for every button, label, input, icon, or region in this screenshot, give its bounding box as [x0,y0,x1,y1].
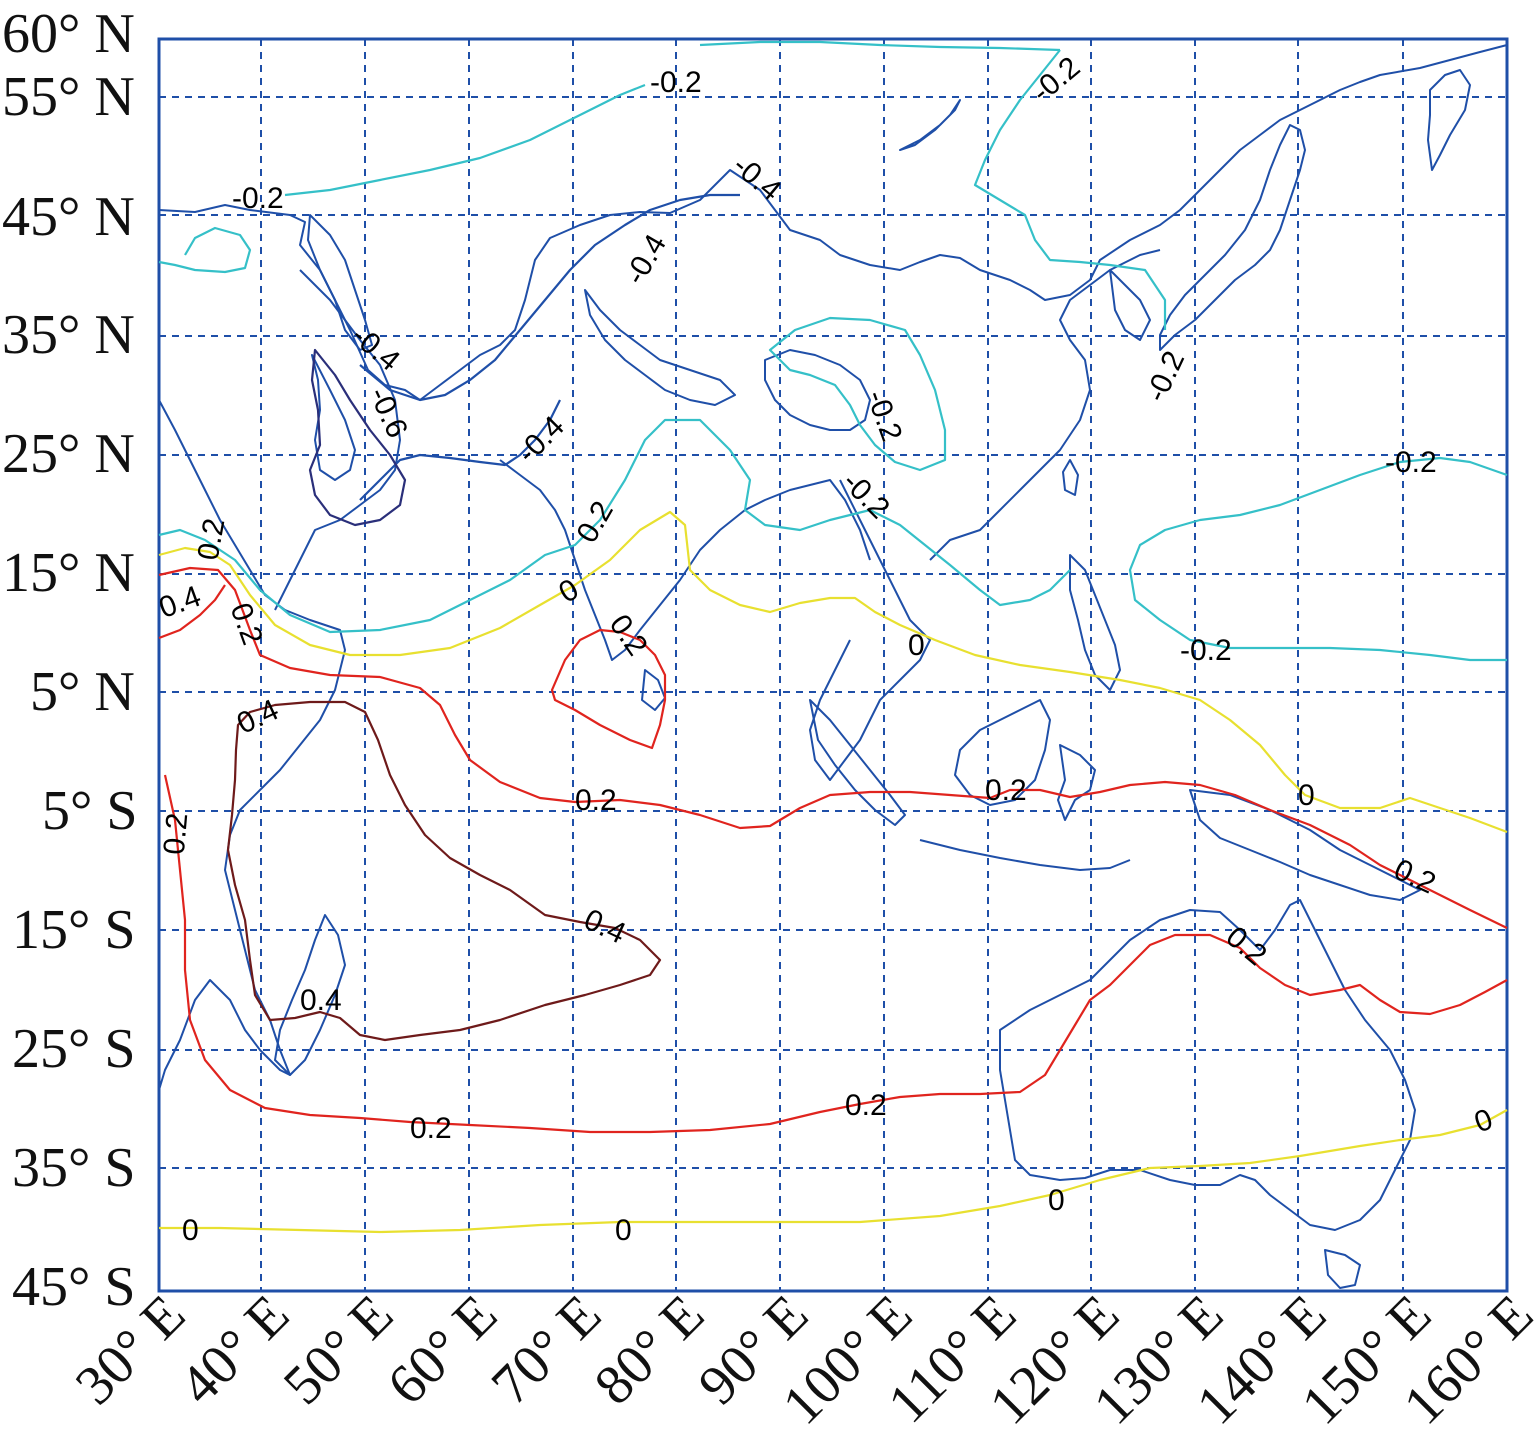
contour-neg02-west [158,226,252,274]
contour-neg02-far-north [699,40,1061,52]
contour-label: 0.2 [410,1112,452,1145]
map-frame [157,37,1509,1293]
lat-label-15s: 15° S [12,899,136,961]
contour-neg04-arabia [359,399,561,501]
coastline-borneo [954,699,1051,806]
lon-label-40e: 40° E [168,1283,301,1416]
lat-label-55n: 55° N [2,66,135,128]
coastline-taiwan [1062,459,1079,496]
contours [158,40,1508,1234]
longitude-labels: 30° E 40° E 50° E 60° E 70° E 80° E 90° … [64,1283,1536,1436]
coastline-caspian [307,214,373,351]
coastline-sumatra [809,699,906,826]
contour-neg04-asia [359,193,740,402]
contour-label: 0.4 [300,984,342,1017]
coastline-persian-gulf [311,354,356,481]
contour-label: 0.2 [192,516,232,563]
contour-pos02-south [163,774,1508,1134]
lat-label-5n: 5° N [30,661,135,723]
coastlines [158,44,1508,1289]
coastline-java [919,839,1131,871]
coastline-korea [1109,269,1151,341]
contour-neg02-tibet [768,316,947,472]
contour-label: 0.2 [158,812,195,856]
coastline-sulawesi [1057,744,1096,821]
contour-pos02-india [550,628,667,750]
graticule [159,39,1507,1291]
contour-label: 0 [908,629,925,662]
lon-label-50e: 50° E [272,1283,405,1416]
coastline-kamchatka [1427,69,1471,171]
contour-neg02-north [284,83,646,197]
contour-neg02-northeast [973,49,1167,330]
lat-label-5s: 5° S [42,780,138,842]
lat-label-25n: 25° N [2,423,135,485]
coastline-india [499,459,871,661]
coastline-australia [999,899,1416,1231]
lat-label-25s: 25° S [12,1018,136,1080]
contour-label: 0 [615,1214,632,1247]
coastline-china-east [929,249,1161,561]
coastline-madagascar [274,914,346,1076]
latitude-labels: 60° N 55° N 45° N 35° N 25° N 15° N 5° N… [2,3,138,1318]
contour-neg02-india [158,418,1071,634]
contour-label: -0.2 [1180,634,1232,667]
coastline-tasmania [1324,1249,1361,1289]
lon-label-70e: 70° E [480,1283,613,1416]
lat-label-35s: 35° S [12,1137,136,1199]
lat-label-60n: 60° N [2,3,135,65]
coastline-africa-arabia [158,44,1508,401]
contour-neg06 [308,348,407,527]
lat-label-45s: 45° S [12,1256,136,1318]
contour-neg02-pacific [1128,456,1508,662]
lat-label-15n: 15° N [2,542,135,604]
lat-label-35n: 35° N [2,304,135,366]
coastline-japan [1159,124,1306,351]
contour-pos04 [226,700,662,1042]
coastline-red-sea-horn [158,399,346,1091]
contour-label: 0.2 [575,784,617,817]
contour-label: 0 [1048,1184,1065,1217]
contour-label: -0.2 [232,182,284,215]
lon-label-80e: 80° E [583,1283,716,1416]
coastline-new-guinea [1189,789,1421,901]
coastline-arabia-gulf [274,269,401,611]
contour-label: -0.2 [650,66,702,99]
coastline-lake-baikal [899,99,961,151]
coastline-indochina [809,479,931,781]
contour-label: 0.2 [845,1089,887,1122]
contour-label: 0 [1298,779,1315,812]
contour-pos02-north [158,566,1508,929]
contour-label: -0.2 [1385,446,1437,479]
lon-label-60e: 60° E [376,1283,509,1416]
contour-zero-south [159,1109,1508,1234]
contour-pos02-west [158,584,226,640]
contour-label: 0 [182,1214,199,1247]
coastline-tibet [764,349,871,431]
contour-zero-north [158,510,1508,834]
coastline-sri-lanka [641,669,666,711]
lat-label-45n: 45° N [2,186,135,248]
coastline-aral-region [584,289,736,406]
contour-label: 0.2 [985,774,1027,807]
